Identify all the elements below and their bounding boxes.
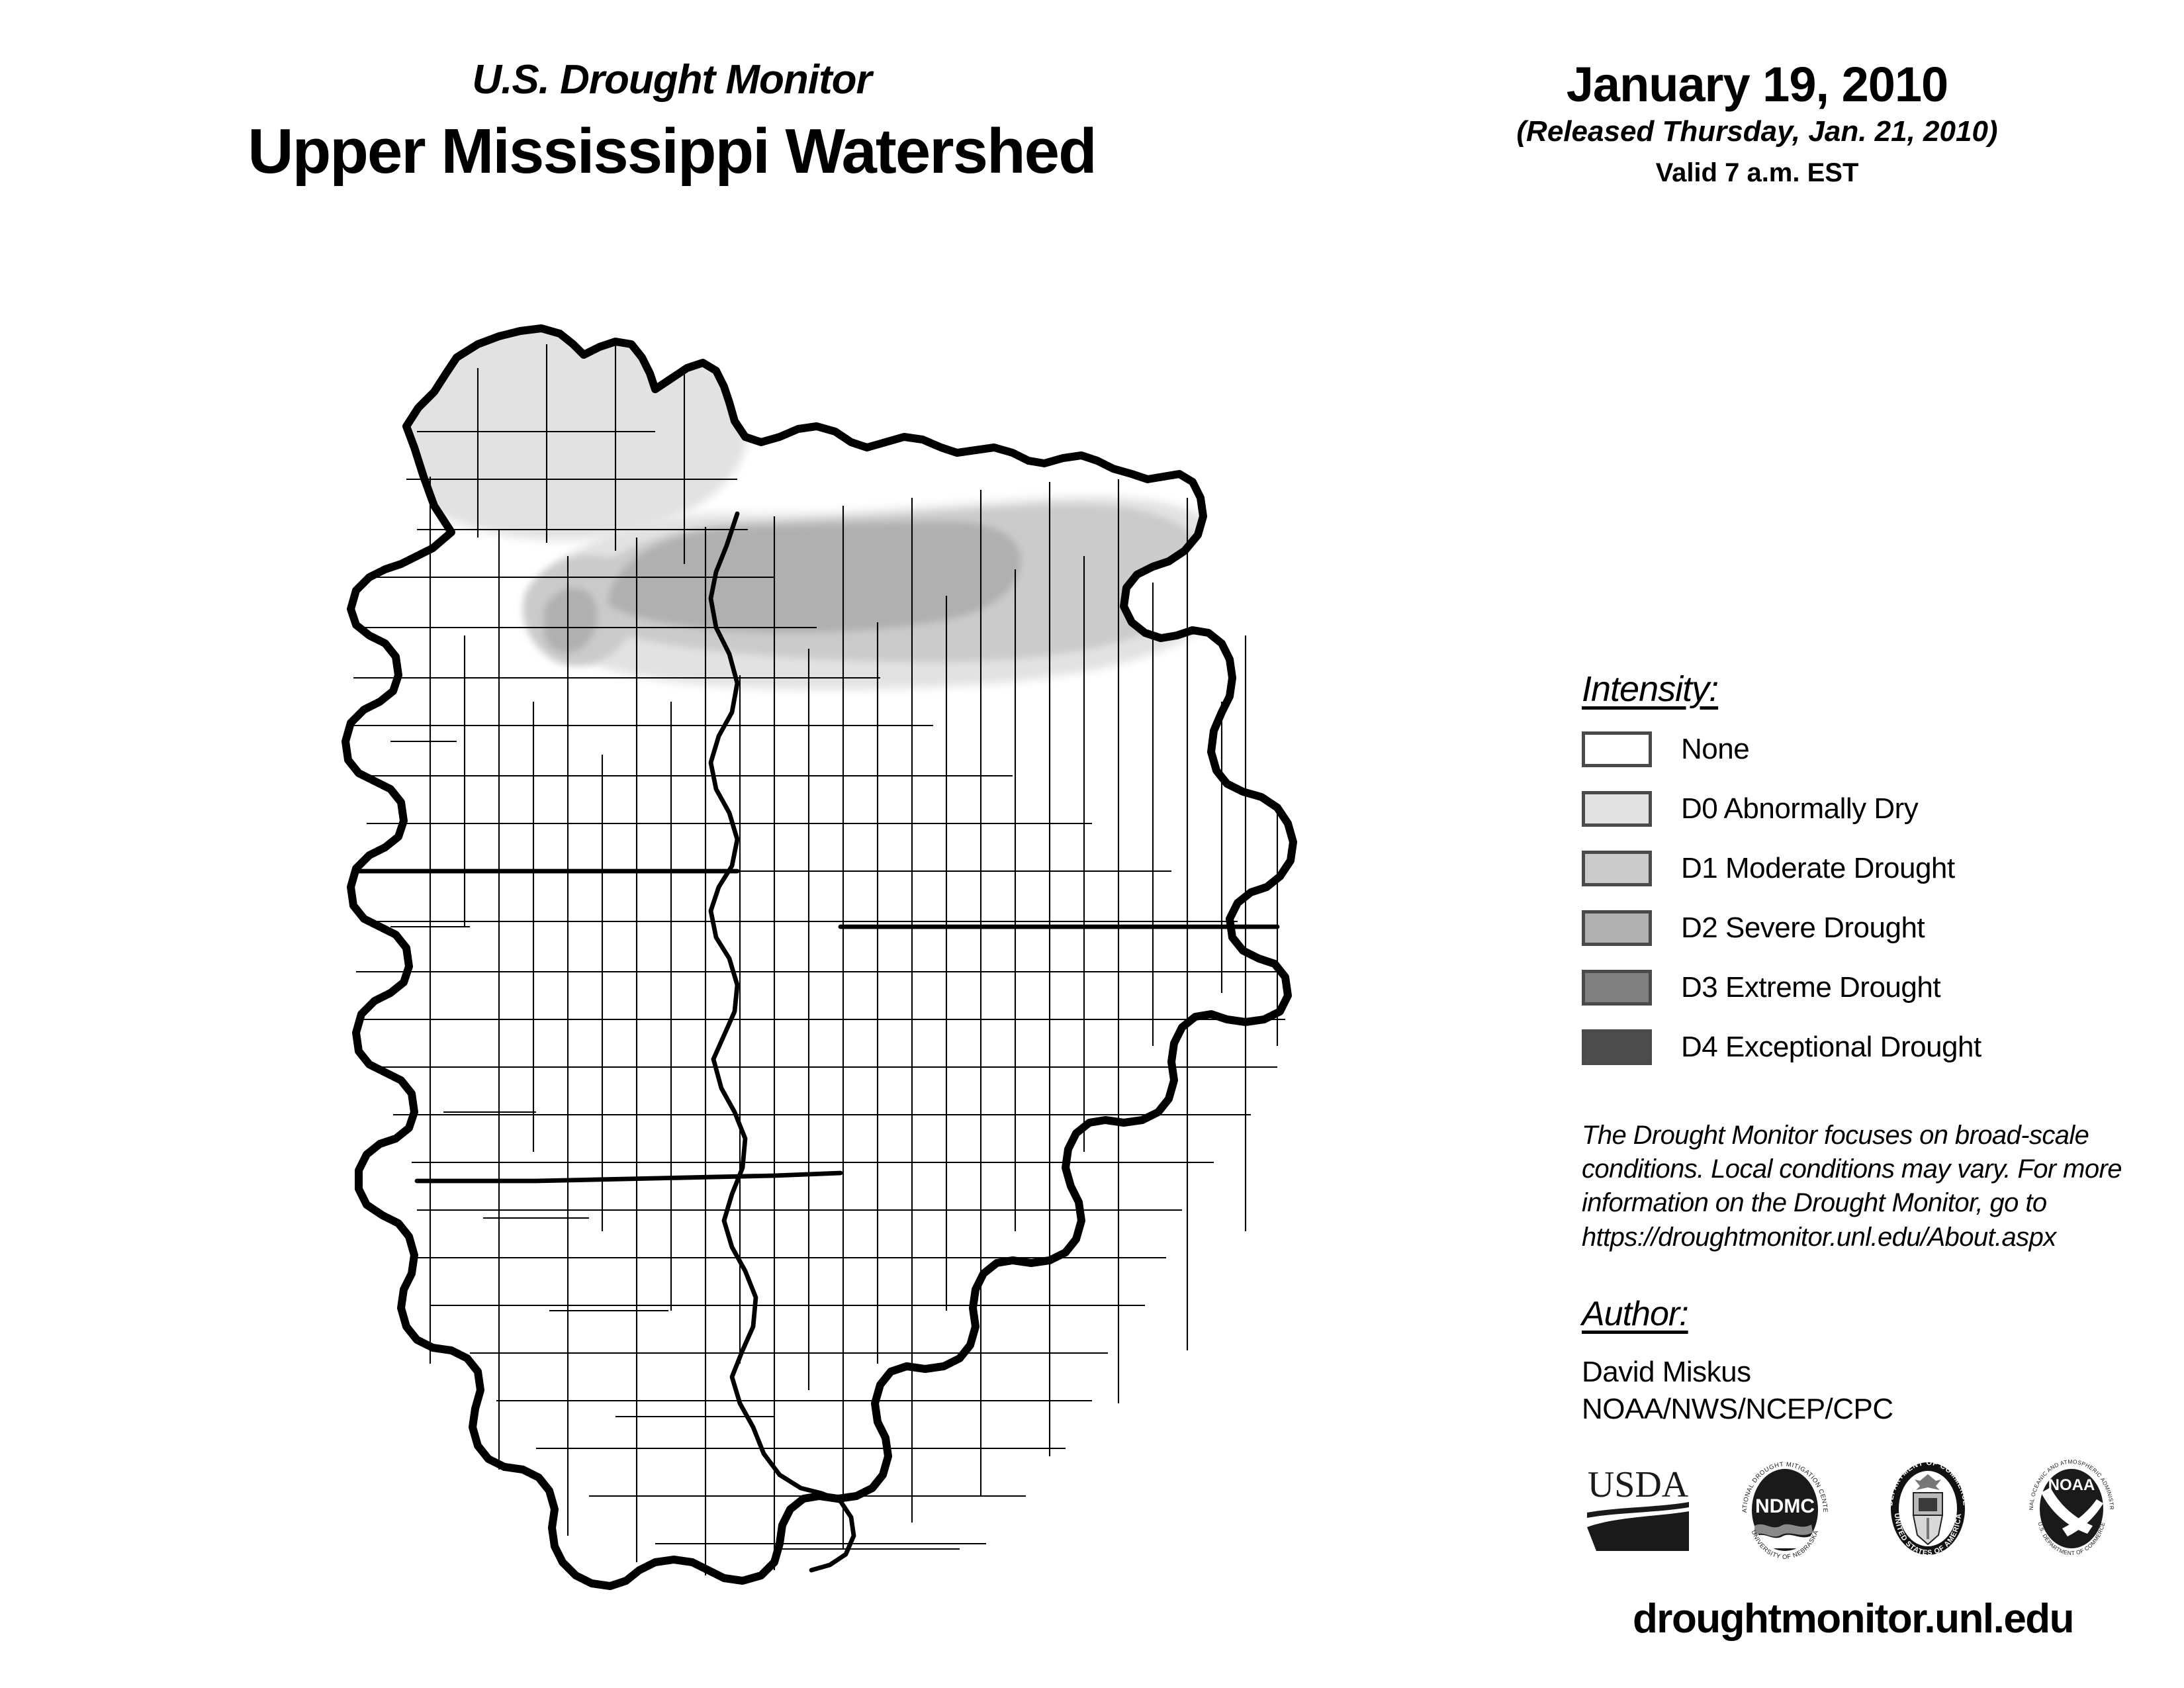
legend-swatch-d4 (1582, 1029, 1652, 1065)
noaa-logo-wordmark: NOAA (2048, 1476, 2095, 1494)
legend-title: Intensity: (1582, 669, 1719, 709)
legend-label-d0: D0 Abnormally Dry (1681, 792, 1919, 825)
legend-swatch-d3 (1582, 970, 1652, 1006)
legend-swatch-d2 (1582, 910, 1652, 946)
footer-url[interactable]: droughtmonitor.unl.edu (1632, 1596, 2075, 1642)
usda-logo-svg: USDA (1587, 1464, 1689, 1551)
legend-label-d4: D4 Exceptional Drought (1681, 1031, 1981, 1063)
logo-row: USDA NDMC NATIONAL DROUGHT MITIGATION CE… (1582, 1446, 2124, 1572)
legend-item-d1[interactable]: D1 Moderate Drought (1582, 845, 2177, 892)
author-block: Author: David Miskus NOAA/NWS/NCEP/CPC (1582, 1294, 2177, 1429)
program-title: U.S. Drought Monitor (472, 57, 872, 103)
drought-area-d2-minnesota-pocket (544, 588, 598, 653)
watershed-boundary (341, 324, 1297, 1590)
usda-logo[interactable]: USDA (1582, 1458, 1694, 1561)
noaa-logo[interactable]: NOAA NATIONAL OCEANIC AND ATMOSPHERIC AD… (2017, 1446, 2124, 1568)
legend-label-d2: D2 Severe Drought (1681, 912, 1925, 944)
ndmc-logo[interactable]: NDMC NATIONAL DROUGHT MITIGATION CENTER … (1729, 1446, 1838, 1568)
drought-area-d0-northern-minnesota-lobe (417, 333, 733, 518)
legend-item-d2[interactable]: D2 Severe Drought (1582, 904, 2177, 952)
county-boundaries (351, 342, 1285, 1575)
ndmc-logo-svg: NDMC NATIONAL DROUGHT MITIGATION CENTER … (1729, 1446, 1828, 1561)
usda-logo-wordmark: USDA (1588, 1464, 1689, 1505)
legend-label-d1: D1 Moderate Drought (1681, 852, 1955, 884)
author-name: David Miskus (1582, 1356, 1751, 1388)
author-affiliation: NOAA/NWS/NCEP/CPC (1582, 1393, 1893, 1426)
doc-logo-svg: DEPARTMENT OF COMMERCE UNITED STATES OF … (1886, 1458, 1969, 1556)
page-title: Upper Mississippi Watershed (248, 116, 1097, 187)
date-block: January 19, 2010 (Released Thursday, Jan… (1449, 60, 2065, 189)
drought-overlay-group (372, 328, 1235, 690)
legend-swatch-none (1582, 731, 1652, 767)
legend-label-none: None (1681, 733, 1750, 765)
release-date: (Released Thursday, Jan. 21, 2010) (1516, 115, 1998, 148)
legend-item-none[interactable]: None (1582, 726, 2177, 773)
map-svg (341, 324, 1297, 1590)
legend: Intensity: None D0 Abnormally Dry D1 Mod… (1582, 669, 2177, 1083)
author-heading: Author: (1582, 1295, 1689, 1333)
noaa-logo-svg: NOAA NATIONAL OCEANIC AND ATMOSPHERIC AD… (2017, 1446, 2115, 1556)
legend-item-d4[interactable]: D4 Exceptional Drought (1582, 1023, 2177, 1071)
drought-map[interactable] (218, 305, 1410, 1622)
valid-time: Valid 7 a.m. EST (1655, 158, 1859, 188)
state-boundaries (353, 511, 1280, 1573)
valid-date: January 19, 2010 (1566, 57, 1948, 112)
legend-swatch-d0 (1582, 791, 1652, 827)
doc-logo[interactable]: DEPARTMENT OF COMMERCE UNITED STATES OF … (1875, 1452, 1981, 1568)
disclaimer-text: The Drought Monitor focuses on broad-sca… (1582, 1121, 2122, 1252)
ndmc-logo-wordmark: NDMC (1755, 1495, 1815, 1517)
legend-item-d0[interactable]: D0 Abnormally Dry (1582, 785, 2177, 833)
legend-item-d3[interactable]: D3 Extreme Drought (1582, 964, 2177, 1011)
legend-label-d3: D3 Extreme Drought (1681, 971, 1941, 1004)
title-block: U.S. Drought Monitor Upper Mississippi W… (0, 60, 1343, 188)
legend-swatch-d1 (1582, 851, 1652, 886)
